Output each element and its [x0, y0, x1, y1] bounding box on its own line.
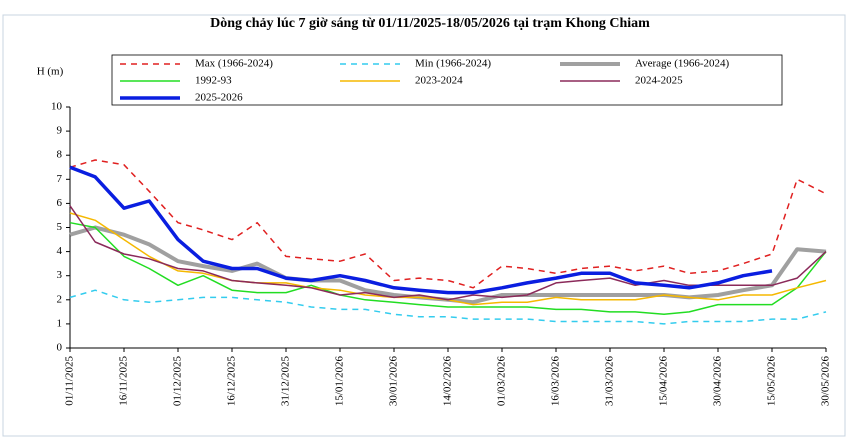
legend-label: 1992-93 — [195, 75, 232, 87]
y-tick-label: 7 — [57, 173, 63, 185]
y-tick-label: 9 — [57, 125, 63, 137]
x-tick-label: 30/04/2026 — [712, 356, 724, 407]
x-tick-label: 01/12/2025 — [172, 356, 184, 407]
x-tick-label: 15/04/2026 — [658, 356, 670, 407]
y-tick-label: 5 — [57, 221, 63, 233]
y-tick-label: 8 — [57, 149, 63, 161]
y-tick-label: 0 — [57, 342, 63, 354]
legend-label: 2025-2026 — [195, 92, 243, 104]
y-tick-label: 4 — [57, 245, 63, 257]
x-tick-label: 14/02/2026 — [442, 356, 454, 407]
y-tick-label: 2 — [57, 293, 63, 305]
y-axis-label: H (m) — [37, 66, 64, 78]
x-tick-label: 01/11/2025 — [64, 356, 76, 406]
legend-label: 2024-2025 — [635, 75, 683, 87]
series-line — [69, 221, 827, 316]
legend-label: Average (1966-2024) — [635, 58, 730, 70]
x-tick-label: 31/03/2026 — [604, 356, 616, 407]
legend-label: 2023-2024 — [415, 75, 463, 87]
x-tick-label: 16/12/2025 — [226, 356, 238, 407]
x-tick-label: 16/03/2026 — [550, 356, 562, 407]
x-tick-label: 15/05/2026 — [766, 356, 778, 407]
x-tick-label: 30/05/2026 — [820, 356, 832, 407]
legend — [111, 54, 783, 106]
y-tick-label: 3 — [57, 269, 63, 281]
x-tick-label: 31/12/2025 — [280, 356, 292, 407]
x-tick-label: 15/01/2026 — [334, 356, 346, 407]
x-tick-label: 01/03/2026 — [496, 356, 508, 407]
x-tick-label: 16/11/2025 — [118, 356, 130, 406]
chart-title: Dòng chảy lúc 7 giờ sáng từ 01/11/2025-1… — [210, 16, 650, 31]
legend-label: Min (1966-2024) — [415, 58, 491, 70]
series-line — [69, 165, 773, 295]
legend-label: Max (1966-2024) — [195, 58, 273, 70]
y-tick-label: 10 — [51, 101, 63, 113]
y-tick-label: 6 — [57, 197, 63, 209]
x-tick-label: 30/01/2026 — [388, 356, 400, 407]
y-tick-label: 1 — [57, 317, 63, 329]
